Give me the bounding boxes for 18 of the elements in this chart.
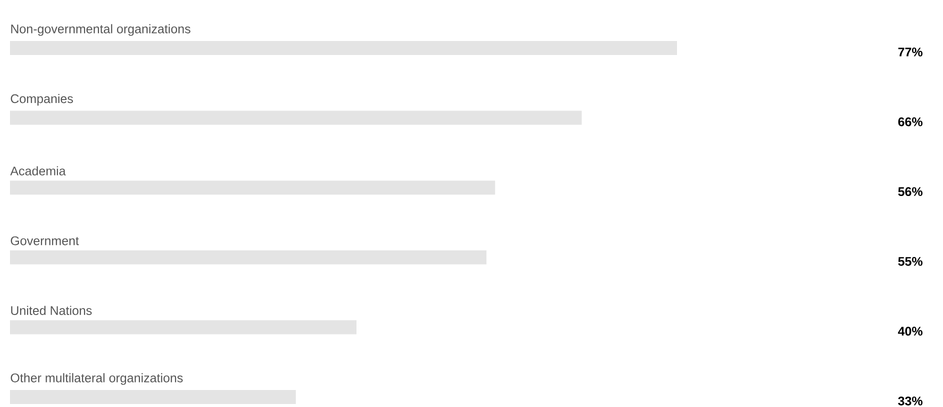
data-label: 55% [898,256,922,266]
bar [10,390,296,404]
data-label: 77% [898,48,922,56]
y-tick-label: Non-governmental organizations [11,24,190,36]
bar [10,110,582,125]
y-tick-label: United Nations [11,306,92,316]
data-label: 33% [898,396,922,406]
data-label: 56% [898,187,922,196]
y-tick-label: Academia [10,166,66,176]
bar [10,180,496,195]
data-label: 66% [898,117,922,126]
y-tick-label: Other multilateral organizations [10,373,183,385]
y-tick-label: Companies [10,94,73,106]
bar [10,320,356,334]
bar [10,250,486,264]
y-tick-label: Government [10,236,79,246]
data-label: 40% [898,326,922,336]
bar [10,41,678,56]
